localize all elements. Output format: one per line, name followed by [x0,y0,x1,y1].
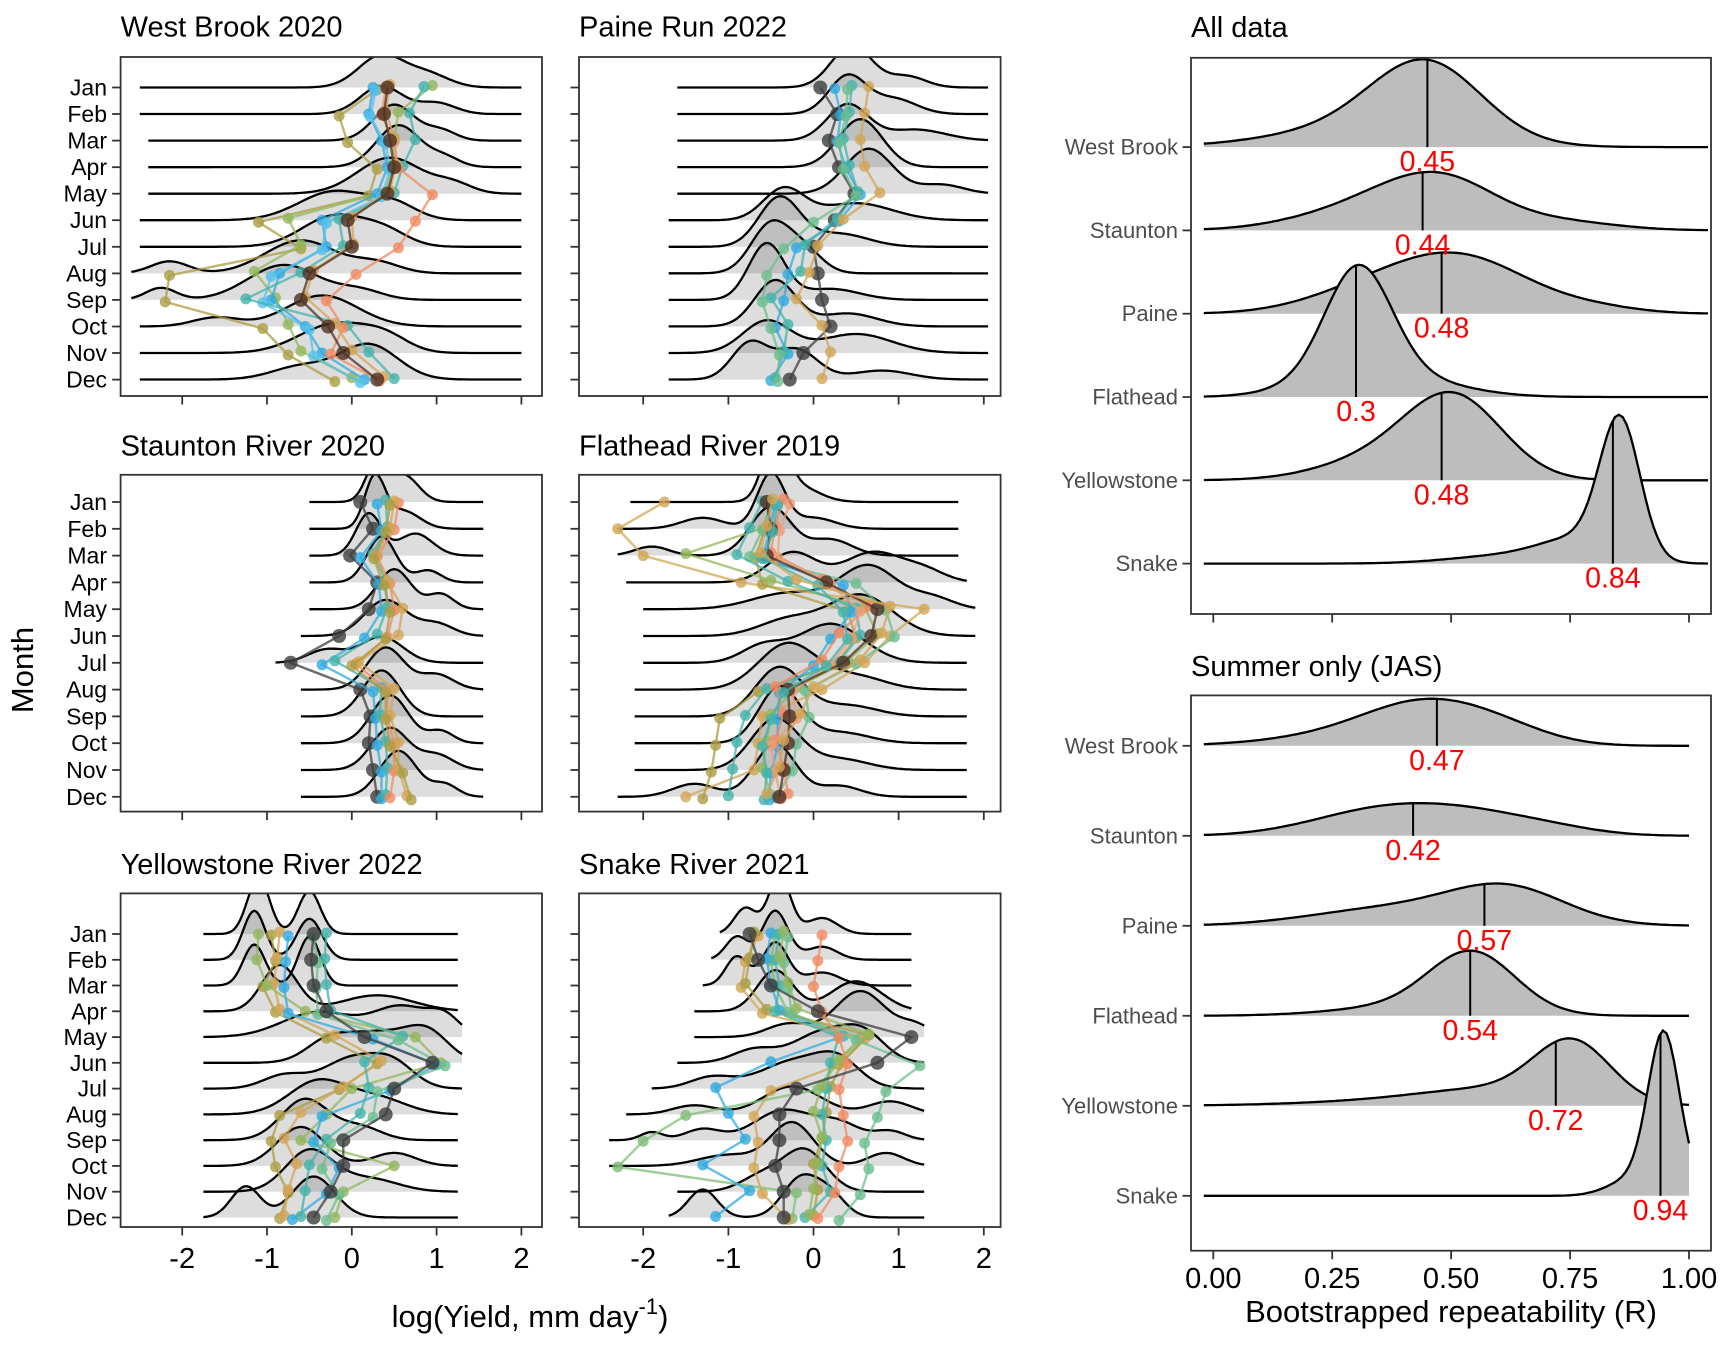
svg-text:0.47: 0.47 [1409,745,1464,777]
svg-text:0: 0 [344,1243,360,1275]
svg-text:Jun: Jun [70,1050,107,1076]
svg-text:0.44: 0.44 [1395,229,1451,261]
svg-text:-1: -1 [254,1243,280,1275]
svg-text:0.72: 0.72 [1528,1105,1583,1137]
svg-text:Mar: Mar [67,543,107,569]
svg-text:Aug: Aug [66,677,107,703]
svg-text:0.00: 0.00 [1185,1263,1241,1295]
svg-text:Mar: Mar [67,128,107,154]
svg-text:West Brook: West Brook [1065,733,1179,758]
svg-text:Summer only (JAS): Summer only (JAS) [1191,651,1442,683]
svg-text:Jan: Jan [70,75,107,101]
svg-text:Flathead: Flathead [1092,1003,1178,1028]
svg-text:Apr: Apr [71,998,107,1024]
svg-text:-1: -1 [716,1243,742,1275]
svg-text:Yellowstone: Yellowstone [1061,1093,1178,1118]
svg-text:All data: All data [1191,12,1289,44]
svg-text:-2: -2 [630,1243,656,1275]
svg-text:0.3: 0.3 [1336,396,1376,428]
svg-text:log(Yield, mm day-1): log(Yield, mm day-1) [392,1294,669,1334]
svg-text:Nov: Nov [66,1179,107,1205]
svg-text:Snake: Snake [1116,551,1178,576]
svg-text:Jun: Jun [70,207,107,233]
svg-text:West Brook 2020: West Brook 2020 [121,11,343,43]
svg-text:Yellowstone: Yellowstone [1061,468,1178,493]
svg-text:Sep: Sep [66,287,107,313]
svg-text:Yellowstone River 2022: Yellowstone River 2022 [121,849,423,881]
svg-text:Jan: Jan [70,489,107,515]
svg-text:Nov: Nov [66,340,107,366]
svg-text:0.48: 0.48 [1414,479,1469,511]
svg-text:Jan: Jan [70,921,107,947]
svg-text:May: May [64,181,108,207]
svg-text:Jul: Jul [78,234,107,260]
svg-text:2: 2 [513,1243,529,1275]
svg-text:1.00: 1.00 [1661,1263,1717,1295]
svg-text:Oct: Oct [71,314,107,340]
svg-text:Sep: Sep [66,1127,107,1153]
svg-text:Bootstrapped repeatability (R): Bootstrapped repeatability (R) [1245,1294,1657,1329]
svg-text:0.42: 0.42 [1385,835,1440,867]
svg-text:Jun: Jun [70,623,107,649]
svg-text:2: 2 [976,1243,992,1275]
svg-text:Paine: Paine [1122,301,1178,326]
svg-text:Dec: Dec [66,784,107,810]
svg-text:0: 0 [805,1243,821,1275]
svg-text:-2: -2 [169,1243,195,1275]
svg-text:0.57: 0.57 [1457,925,1512,957]
svg-text:Apr: Apr [71,154,107,180]
svg-text:Staunton River 2020: Staunton River 2020 [121,431,385,463]
svg-text:Staunton: Staunton [1090,218,1178,243]
svg-text:0.84: 0.84 [1585,563,1641,595]
svg-text:0.45: 0.45 [1400,146,1455,178]
svg-text:Nov: Nov [66,757,107,783]
svg-text:Oct: Oct [71,1153,107,1179]
svg-text:Snake River 2021: Snake River 2021 [579,849,810,881]
svg-text:0.54: 0.54 [1442,1015,1498,1047]
svg-text:1: 1 [429,1243,445,1275]
svg-text:Flathead River 2019: Flathead River 2019 [579,431,840,463]
svg-text:West Brook: West Brook [1065,135,1179,160]
svg-text:Aug: Aug [66,1101,107,1127]
svg-text:Paine: Paine [1122,913,1178,938]
svg-text:0.75: 0.75 [1542,1263,1598,1295]
svg-text:Aug: Aug [66,260,107,286]
svg-text:Month: Month [5,627,40,713]
svg-text:May: May [64,596,108,622]
svg-text:Apr: Apr [71,569,107,595]
svg-text:Dec: Dec [66,367,107,393]
svg-text:Flathead: Flathead [1092,385,1178,410]
svg-text:Jul: Jul [78,650,107,676]
svg-text:Feb: Feb [67,947,107,973]
svg-text:0.48: 0.48 [1414,313,1469,345]
svg-text:0.94: 0.94 [1633,1195,1689,1227]
svg-text:Feb: Feb [67,516,107,542]
svg-text:1: 1 [891,1243,907,1275]
svg-text:Paine Run 2022: Paine Run 2022 [579,11,787,43]
svg-text:Feb: Feb [67,101,107,127]
svg-text:Staunton: Staunton [1090,823,1178,848]
svg-text:Snake: Snake [1116,1183,1178,1208]
svg-text:0.50: 0.50 [1423,1263,1479,1295]
svg-text:Oct: Oct [71,730,107,756]
svg-text:Mar: Mar [67,973,107,999]
svg-text:Dec: Dec [66,1205,107,1231]
svg-text:0.25: 0.25 [1304,1263,1360,1295]
svg-text:Jul: Jul [78,1076,107,1102]
svg-text:May: May [64,1024,108,1050]
svg-text:Sep: Sep [66,703,107,729]
